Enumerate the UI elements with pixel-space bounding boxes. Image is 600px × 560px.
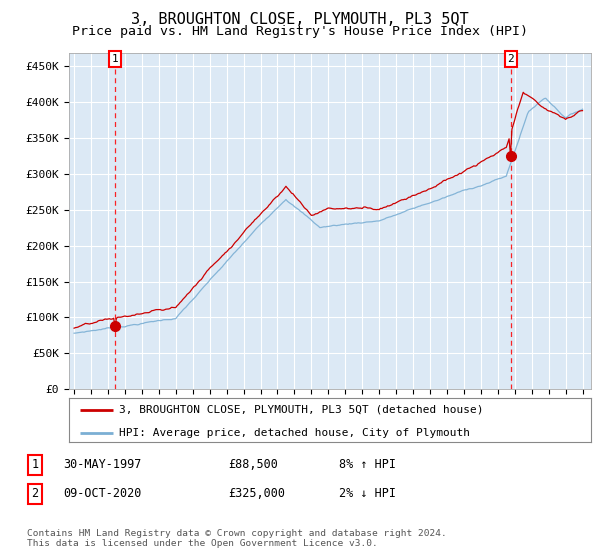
Text: Contains HM Land Registry data © Crown copyright and database right 2024.: Contains HM Land Registry data © Crown c… — [27, 529, 447, 538]
Text: £325,000: £325,000 — [228, 487, 285, 501]
Text: £88,500: £88,500 — [228, 458, 278, 472]
Text: 1: 1 — [31, 458, 38, 472]
Text: HPI: Average price, detached house, City of Plymouth: HPI: Average price, detached house, City… — [119, 427, 470, 437]
Text: 2: 2 — [508, 54, 514, 64]
Text: This data is licensed under the Open Government Licence v3.0.: This data is licensed under the Open Gov… — [27, 539, 378, 548]
Text: 3, BROUGHTON CLOSE, PLYMOUTH, PL3 5QT (detached house): 3, BROUGHTON CLOSE, PLYMOUTH, PL3 5QT (d… — [119, 405, 483, 415]
Text: 30-MAY-1997: 30-MAY-1997 — [63, 458, 142, 472]
Text: 1: 1 — [112, 54, 118, 64]
Text: 09-OCT-2020: 09-OCT-2020 — [63, 487, 142, 501]
Text: Price paid vs. HM Land Registry's House Price Index (HPI): Price paid vs. HM Land Registry's House … — [72, 25, 528, 38]
Text: 8% ↑ HPI: 8% ↑ HPI — [339, 458, 396, 472]
Text: 2% ↓ HPI: 2% ↓ HPI — [339, 487, 396, 501]
Text: 2: 2 — [31, 487, 38, 501]
Text: 3, BROUGHTON CLOSE, PLYMOUTH, PL3 5QT: 3, BROUGHTON CLOSE, PLYMOUTH, PL3 5QT — [131, 12, 469, 27]
